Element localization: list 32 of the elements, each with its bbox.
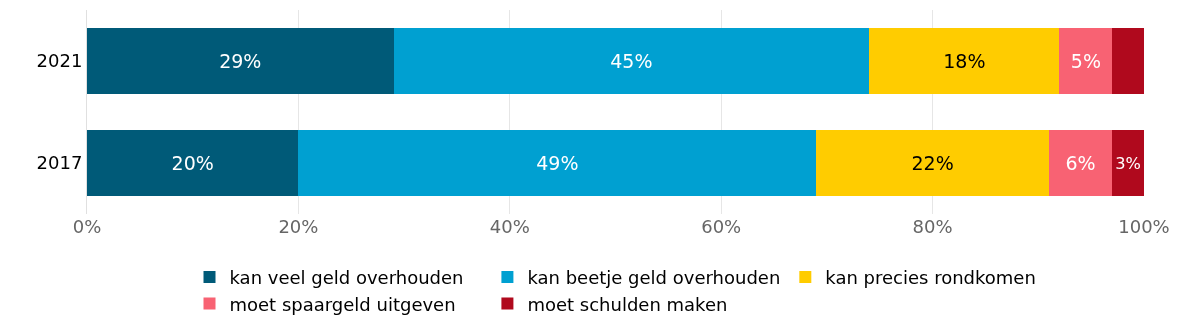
legend-label: kan veel geld overhouden [229,267,464,289]
data-label: 49% [536,152,579,174]
bar [869,28,1060,94]
legend-label: moet spaargeld uitgeven [229,293,456,315]
data-label: 29% [219,50,262,72]
bar [1059,28,1113,94]
bar [298,130,817,196]
data-label: 3% [1115,153,1141,173]
x-tick-label: 0% [72,216,102,237]
bar [1112,28,1144,94]
x-tick-label: 80% [912,216,953,237]
bar [1048,130,1113,196]
y-tick-label: 2017 [36,152,83,174]
x-tick-label: 20% [278,216,319,237]
bar [1112,130,1144,196]
data-label: 22% [911,152,954,174]
x-tick-label: 60% [701,216,742,237]
y-tick-label: 2021 [36,50,83,72]
data-label: 5% [1070,50,1101,72]
data-label: 18% [943,50,986,72]
legend-label: kan precies rondkomen [825,267,1036,289]
bar [87,28,394,94]
data-label: 6% [1065,152,1096,174]
x-tick-label: 40% [489,216,530,237]
x-tick-label: 100% [1118,216,1170,237]
legend-label: moet schulden maken [527,293,728,315]
data-label: 20% [171,152,214,174]
bar [393,28,870,94]
bar [816,130,1049,196]
legend-label: kan beetje geld overhouden [527,267,781,289]
bar [87,130,299,196]
data-label: 45% [610,50,653,72]
